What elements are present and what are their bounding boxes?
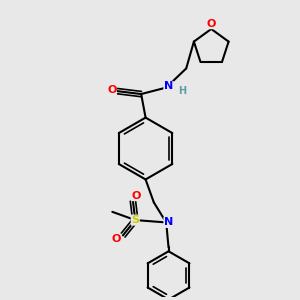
Text: H: H (178, 86, 187, 96)
Text: O: O (132, 190, 141, 201)
Text: S: S (131, 215, 139, 225)
Text: O: O (107, 85, 116, 94)
Text: O: O (207, 19, 216, 29)
Text: N: N (164, 81, 173, 92)
Text: N: N (164, 218, 173, 227)
Text: O: O (112, 234, 121, 244)
